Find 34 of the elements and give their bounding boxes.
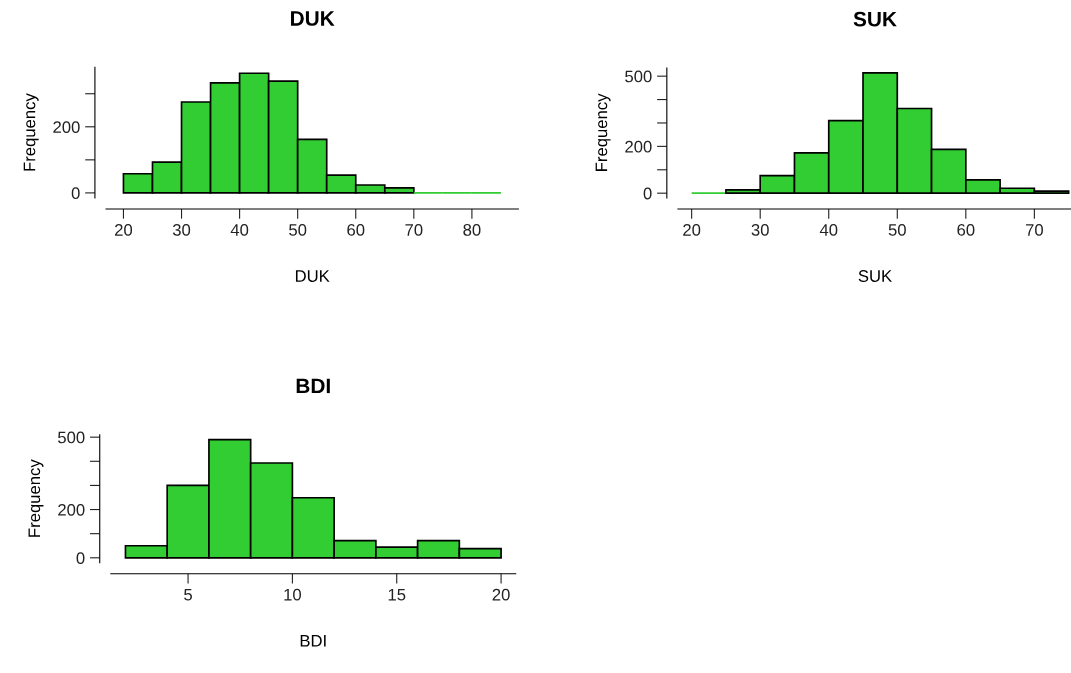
x-tick-label: 70 xyxy=(405,224,423,236)
x-tick-label: 20 xyxy=(683,224,701,236)
x-tick-label: 60 xyxy=(957,224,975,236)
x-tick-label: 40 xyxy=(230,224,249,236)
chart-title: SUK xyxy=(853,11,897,27)
y-tick-label: 200 xyxy=(625,140,652,153)
y-axis-title: Frequency xyxy=(23,93,39,171)
x-axis-title: BDI xyxy=(300,635,326,647)
x-tick-label: 15 xyxy=(388,588,406,601)
x-tick-label: 80 xyxy=(463,224,481,236)
x-axis-title: DUK xyxy=(295,270,330,282)
x-tick-label: 30 xyxy=(751,224,769,236)
x-tick-label: 20 xyxy=(115,224,133,236)
x-tick-label: 60 xyxy=(347,224,365,236)
x-tick-label: 20 xyxy=(492,588,510,601)
x-tick-label: 10 xyxy=(284,588,302,601)
y-tick-label: 500 xyxy=(625,70,652,83)
chart-title: DUK xyxy=(291,11,335,26)
y-axis-title: Frequency xyxy=(595,93,611,171)
x-tick-label: 50 xyxy=(888,224,906,236)
chart-title: BDI xyxy=(296,378,330,394)
x-axis-title: SUK xyxy=(858,270,892,282)
y-tick-label: 0 xyxy=(76,552,85,565)
y-tick-label: 200 xyxy=(53,121,80,133)
x-tick-label: 50 xyxy=(289,224,307,236)
y-tick-label: 500 xyxy=(58,431,85,444)
y-tick-label: 0 xyxy=(643,187,652,200)
y-tick-label: 0 xyxy=(71,187,80,200)
x-tick-label: 70 xyxy=(1025,224,1043,236)
x-tick-label: 30 xyxy=(172,224,191,236)
x-tick-label: 5 xyxy=(184,588,192,601)
x-tick-label: 40 xyxy=(819,224,838,236)
y-axis-title: Frequency xyxy=(28,459,44,537)
y-tick-label: 200 xyxy=(58,503,85,516)
